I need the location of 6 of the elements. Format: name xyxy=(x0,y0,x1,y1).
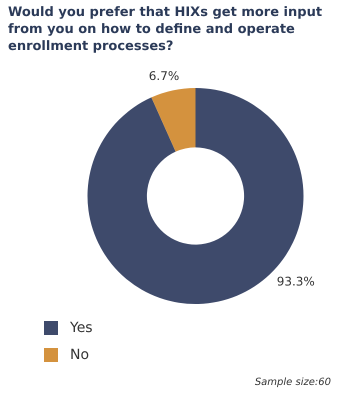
chart-title: Would you prefer that HIXs get more input from you on how to define and operate enrollment processes? xyxy=(8,4,324,55)
data-label: 93.3% xyxy=(276,274,315,288)
data-label: 6.7% xyxy=(148,68,180,83)
legend-label: No xyxy=(70,346,90,362)
text: Sample size:60 xyxy=(254,377,331,388)
legend-label: Yes xyxy=(70,320,93,336)
